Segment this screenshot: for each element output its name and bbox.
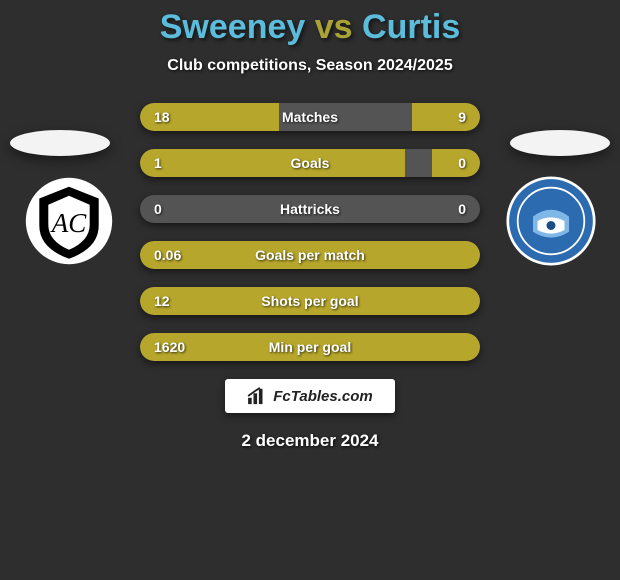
stat-row: 1Goals0 — [140, 149, 480, 177]
stat-value-right: 9 — [410, 109, 480, 125]
stat-label: Shots per goal — [210, 293, 410, 309]
club-badge-icon — [506, 176, 596, 266]
stat-label: Matches — [210, 109, 410, 125]
subtitle: Club competitions, Season 2024/2025 — [0, 57, 620, 75]
stat-value-left: 0.06 — [140, 247, 210, 263]
stat-row: 0.06Goals per match — [140, 241, 480, 269]
stat-label: Min per goal — [210, 339, 410, 355]
left-team-crest: AC — [24, 176, 114, 266]
stat-label: Hattricks — [210, 201, 410, 217]
comparison-infographic: Sweeney vs Curtis Club competitions, Sea… — [0, 0, 620, 580]
player-left-name: Sweeney — [160, 8, 306, 46]
vs-label: vs — [315, 8, 353, 46]
stat-label: Goals per match — [210, 247, 410, 263]
right-team-crest — [506, 176, 596, 266]
stat-value-right: 0 — [410, 155, 480, 171]
stat-label: Goals — [210, 155, 410, 171]
stat-value-right: 0 — [410, 201, 480, 217]
svg-text:AC: AC — [50, 208, 87, 238]
stat-row: 18Matches9 — [140, 103, 480, 131]
bar-chart-icon — [247, 387, 269, 405]
shield-icon: AC — [24, 176, 114, 266]
headline: Sweeney vs Curtis — [0, 8, 620, 47]
stat-row: 12Shots per goal — [140, 287, 480, 315]
stat-value-left: 0 — [140, 201, 210, 217]
right-crest-shadow — [510, 130, 610, 156]
stat-row: 1620Min per goal — [140, 333, 480, 361]
stat-value-left: 1620 — [140, 339, 210, 355]
stat-value-left: 12 — [140, 293, 210, 309]
date-label: 2 december 2024 — [0, 431, 620, 451]
source-text: FcTables.com — [273, 388, 372, 405]
stats-rows: 18Matches91Goals00Hattricks00.06Goals pe… — [140, 103, 480, 361]
source-badge: FcTables.com — [225, 379, 395, 413]
stat-row: 0Hattricks0 — [140, 195, 480, 223]
left-crest-shadow — [10, 130, 110, 156]
stat-value-left: 1 — [140, 155, 210, 171]
player-right-name: Curtis — [362, 8, 460, 46]
stat-value-left: 18 — [140, 109, 210, 125]
